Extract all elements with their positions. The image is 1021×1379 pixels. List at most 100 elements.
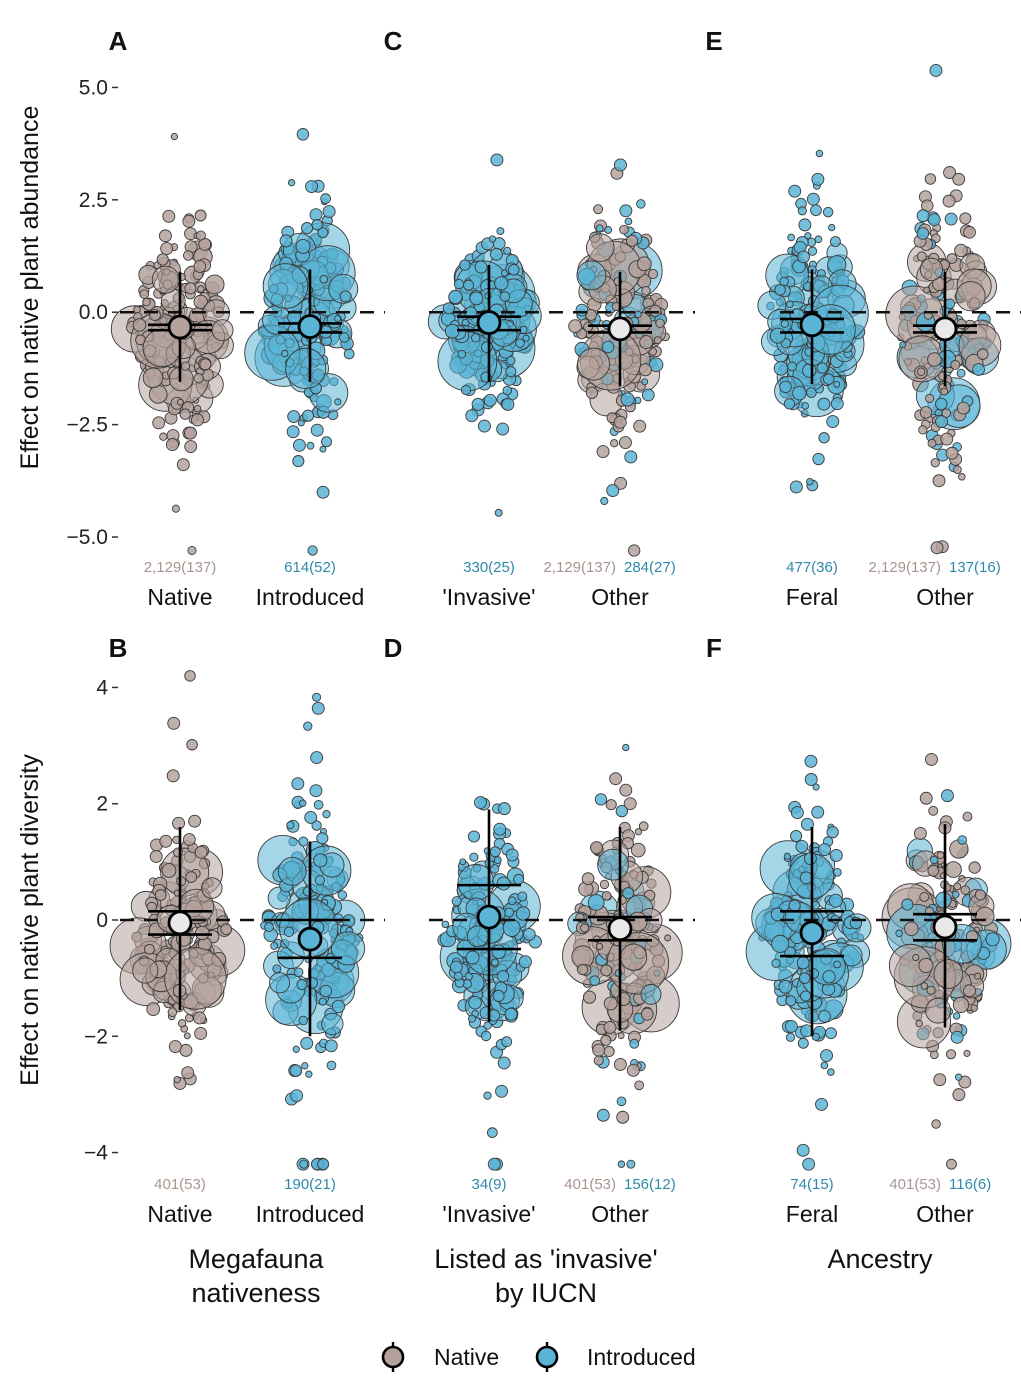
data-point [975,906,995,927]
data-point [806,192,820,206]
data-point [471,333,481,343]
data-point [624,217,633,226]
data-point [952,996,970,1013]
data-point [950,360,961,370]
data-point [802,1157,816,1171]
data-point [956,401,970,415]
data-point [826,825,839,839]
data-point [487,1157,501,1171]
data-point [787,233,795,242]
data-point [617,1032,625,1040]
data-point [504,1007,518,1021]
data-point [305,180,318,193]
mean-point [799,312,825,338]
data-point [945,446,959,460]
data-point [958,473,966,481]
category-label: 'Invasive' [442,584,535,610]
count-label: 401(53) [564,1176,616,1193]
data-point [783,398,796,410]
data-point [816,362,828,374]
data-point [603,996,618,1011]
data-point [800,817,814,831]
data-point [523,928,536,941]
count-label: 190(21) [284,1176,336,1193]
data-point [310,751,324,765]
data-point [641,388,655,402]
data-point [186,738,198,751]
data-point [488,235,497,243]
data-point [459,259,471,271]
data-point [963,1049,971,1057]
y-tick-label: 5.0 [79,76,108,99]
data-point [616,1096,627,1107]
data-point [638,363,652,377]
data-point [915,1019,923,1028]
data-point [919,791,933,805]
data-point [292,1045,300,1053]
data-point [133,305,141,314]
count-label: 614(52) [284,559,336,576]
data-point [972,363,985,376]
data-point [302,409,315,422]
data-point [496,876,511,891]
count-label: 2,129(137) [144,559,217,576]
data-point [927,352,942,367]
data-point [596,1108,610,1122]
data-point [954,243,968,258]
points-group [745,752,1012,1171]
data-point [171,504,180,513]
data-point [331,999,346,1014]
data-point [593,204,604,215]
data-point [493,822,507,836]
data-point [806,477,814,486]
data-point [501,397,515,411]
data-point [779,276,789,287]
data-point [515,338,525,348]
data-point [167,716,181,730]
data-point [154,889,167,901]
data-point [790,829,803,843]
data-point [334,315,342,323]
data-point [319,274,328,284]
data-point [468,995,482,1010]
panel-E: E Feral 477(36) Other 2,129(137) 137(16) [705,26,1021,610]
data-point [618,436,632,450]
data-point [820,1049,833,1062]
data-point [786,300,794,309]
data-point [504,907,515,918]
data-point [913,826,927,840]
data-point [453,278,465,290]
data-point [796,956,810,970]
data-point [946,1158,957,1170]
data-point [953,882,962,891]
data-point [272,964,282,974]
category-label: Feral [786,584,838,610]
y-tick-label: −2.5 [67,414,108,437]
data-point [184,282,197,295]
data-point [149,849,163,863]
data-point [614,476,628,490]
data-point [780,319,789,328]
data-point [916,251,927,262]
data-point [480,1030,492,1042]
data-point [817,397,831,411]
data-point [313,853,328,868]
data-point [933,1073,947,1087]
data-point [790,806,804,820]
count-label: 401(53) [889,1176,941,1193]
data-point [581,872,595,885]
data-point [197,285,205,293]
mean-marker [148,826,212,1011]
data-point [301,1062,309,1070]
count-label: 401(53) [154,1176,206,1193]
panel-letter-F: F [706,633,722,663]
data-point [492,989,505,1002]
data-point [283,926,295,938]
data-point [457,350,467,359]
mean-marker [780,826,844,1037]
legend-introduced-key [535,1345,559,1369]
data-point [626,234,639,247]
mean-marker [278,269,342,382]
data-point [176,398,184,406]
data-point [182,214,196,228]
